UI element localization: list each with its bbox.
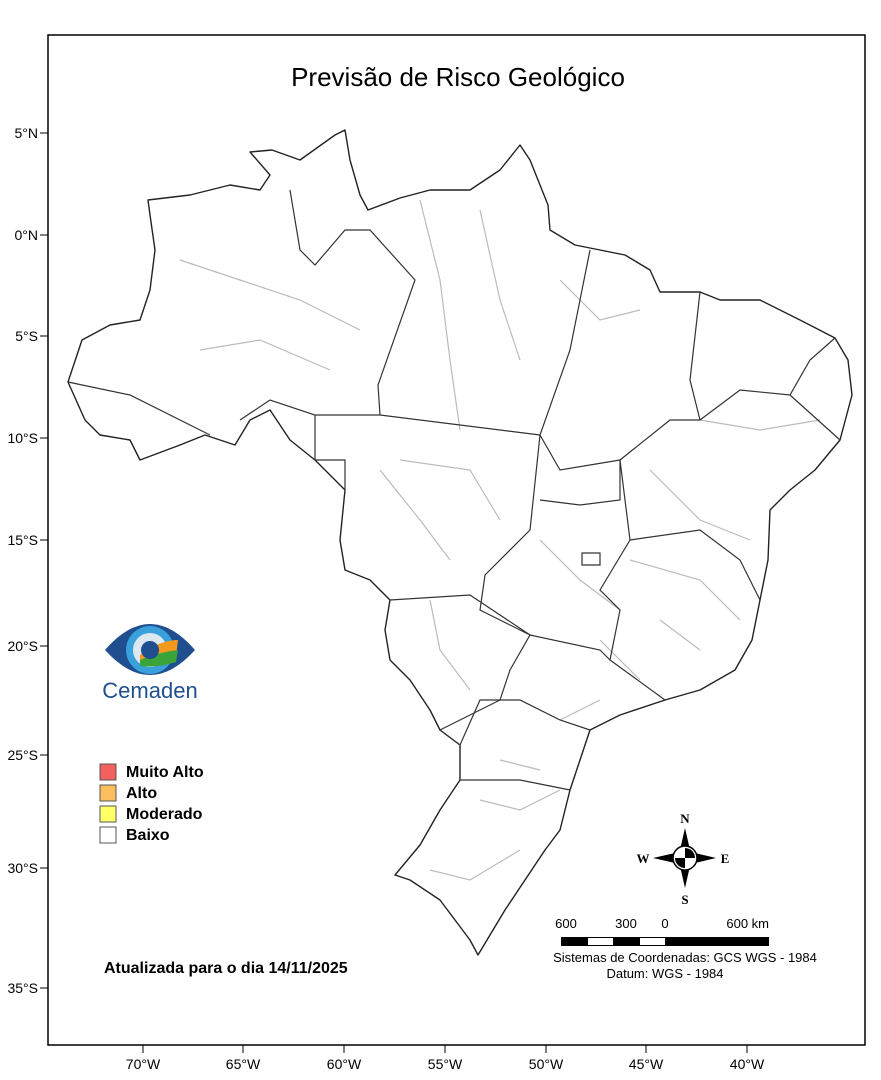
scale-label: 600 km bbox=[726, 916, 769, 931]
logo-text: Cemaden bbox=[102, 678, 197, 703]
lat-label: 0°N bbox=[15, 227, 39, 243]
datum-text: Datum: WGS - 1984 bbox=[606, 966, 723, 981]
legend-swatch-moderado bbox=[99, 805, 117, 823]
state-borders bbox=[67, 189, 841, 791]
legend-label: Baixo bbox=[126, 827, 170, 844]
lon-label: 65°W bbox=[226, 1056, 261, 1072]
brazil-outline bbox=[67, 129, 853, 956]
compass-e: E bbox=[721, 851, 730, 866]
legend-label: Muito Alto bbox=[126, 764, 204, 781]
legend-swatch-muito-alto bbox=[99, 763, 117, 781]
lat-label: 5°S bbox=[15, 328, 38, 344]
scale-label: 300 bbox=[615, 916, 637, 931]
north-arrow-compass-icon: N S W E bbox=[637, 811, 730, 907]
map-title: Previsão de Risco Geológico bbox=[291, 62, 625, 92]
compass-w: W bbox=[637, 851, 650, 866]
lon-label: 40°W bbox=[730, 1056, 765, 1072]
scale-label: 0 bbox=[661, 916, 668, 931]
latitude-axis: 5°N 0°N 5°S 10°S 15°S 20°S 25°S 30°S 35°… bbox=[7, 125, 48, 996]
legend-label: Alto bbox=[126, 785, 157, 802]
legend-label: Moderado bbox=[126, 806, 203, 823]
legend-swatch-baixo bbox=[99, 826, 117, 844]
lat-label: 5°N bbox=[15, 125, 39, 141]
lon-label: 45°W bbox=[629, 1056, 664, 1072]
updated-date-text: Atualizada para o dia 14/11/2025 bbox=[104, 960, 348, 977]
coordinate-system-text: Sistemas de Coordenadas: GCS WGS - 1984 bbox=[553, 950, 817, 965]
lat-label: 25°S bbox=[7, 747, 38, 763]
cemaden-logo: Cemaden bbox=[102, 624, 198, 703]
lon-label: 70°W bbox=[126, 1056, 161, 1072]
legend: Muito Alto Alto Moderado Baixo bbox=[99, 763, 204, 844]
compass-n: N bbox=[680, 811, 690, 826]
lat-label: 15°S bbox=[7, 532, 38, 548]
scale-bar: 600 300 0 600 km bbox=[555, 916, 769, 946]
lon-label: 60°W bbox=[327, 1056, 362, 1072]
legend-swatch-alto bbox=[99, 784, 117, 802]
lat-label: 35°S bbox=[7, 980, 38, 996]
lon-label: 55°W bbox=[428, 1056, 463, 1072]
compass-s: S bbox=[681, 892, 688, 907]
lat-label: 10°S bbox=[7, 430, 38, 446]
lat-label: 20°S bbox=[7, 638, 38, 654]
scale-label: 600 bbox=[555, 916, 577, 931]
lat-label: 30°S bbox=[7, 860, 38, 876]
longitude-axis: 70°W 65°W 60°W 55°W 50°W 45°W 40°W bbox=[126, 1045, 765, 1072]
lon-label: 50°W bbox=[529, 1056, 564, 1072]
